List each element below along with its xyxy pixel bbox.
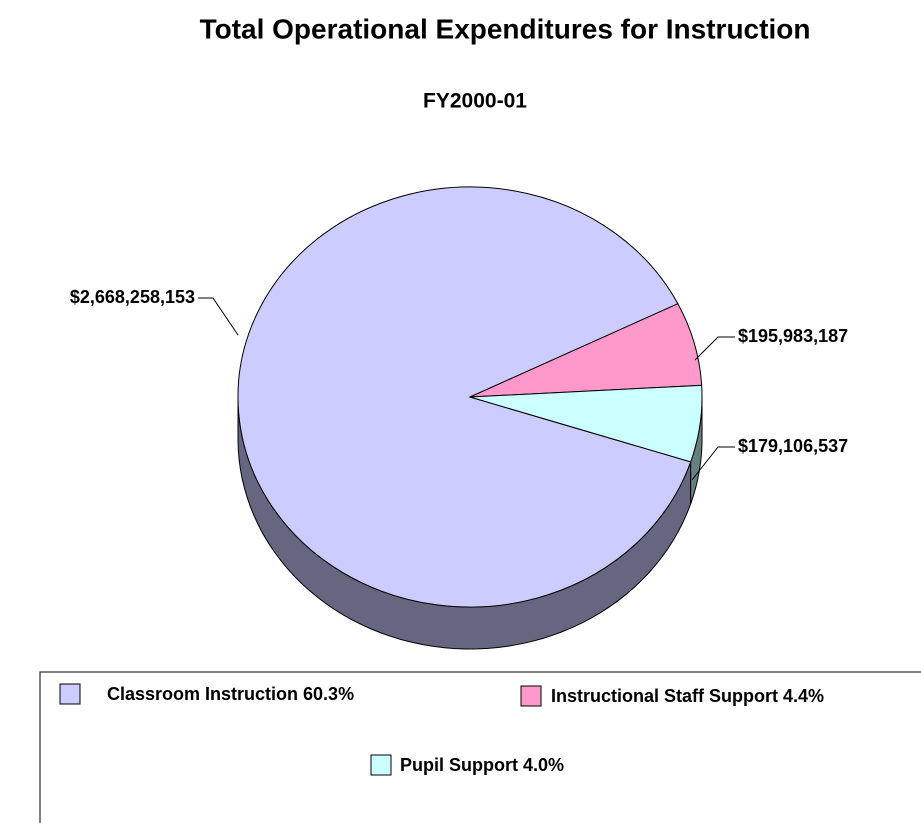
legend-label: Classroom Instruction 60.3% [107,684,354,704]
pie-slice [237,186,692,608]
legend-swatch [520,685,542,707]
chart-subtitle: FY2000-01 [423,90,527,113]
leader-line [694,336,735,361]
data-label: $2,668,258,153 [70,287,195,307]
legend-label: Pupil Support 4.0% [400,755,564,775]
legend-label: Instructional Staff Support 4.4% [551,686,824,706]
leader-line [198,297,239,336]
data-label: $179,106,537 [738,436,848,456]
legend-swatch [59,683,81,705]
legend-swatch [370,754,392,776]
data-label: $195,983,187 [738,326,848,346]
chart-title: Total Operational Expenditures for Instr… [200,13,811,44]
legend-box [39,671,921,823]
pie-slice [469,384,703,463]
leader-line [691,446,735,481]
